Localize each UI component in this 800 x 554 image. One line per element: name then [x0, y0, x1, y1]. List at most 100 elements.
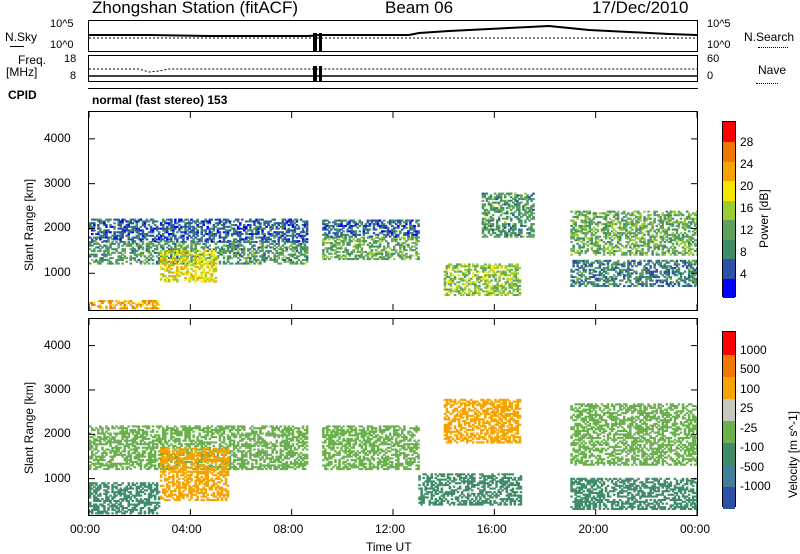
heat-cell	[182, 258, 185, 261]
heat-cell	[212, 255, 216, 258]
heat-cell	[196, 278, 199, 281]
heat-cell	[619, 237, 622, 240]
heat-cell	[481, 230, 485, 233]
heat-cell	[151, 255, 155, 258]
heat-cell	[675, 235, 679, 238]
heat-cell	[350, 232, 353, 235]
heat-cell	[107, 238, 110, 241]
heat-cell	[210, 275, 214, 278]
heat-cell	[135, 220, 139, 223]
heat-cell	[155, 225, 159, 228]
heat-cell	[101, 459, 104, 462]
heat-cell	[129, 443, 132, 446]
heat-cell	[614, 217, 618, 220]
heat-cell	[655, 279, 658, 282]
heat-cell	[498, 270, 501, 273]
heat-cell	[283, 233, 287, 236]
heat-cell	[495, 228, 499, 231]
heat-cell	[604, 212, 608, 215]
heat-cell	[210, 260, 214, 263]
heat-cell	[602, 250, 606, 253]
heat-cell	[159, 234, 163, 237]
heat-cell	[584, 219, 587, 222]
heat-cell	[103, 437, 106, 440]
heat-cell	[372, 232, 376, 235]
heat-cell	[117, 439, 120, 442]
heat-cell	[669, 281, 673, 284]
heat-cell	[196, 241, 199, 244]
heat-cell	[253, 227, 256, 230]
heat-cell	[516, 272, 520, 275]
heat-cell	[295, 250, 299, 253]
heat-cell	[299, 244, 303, 247]
heat-cell	[259, 222, 262, 225]
heat-cell	[295, 257, 299, 260]
heat-cell	[673, 246, 677, 249]
heat-cell	[679, 272, 683, 275]
heat-cell	[694, 214, 697, 217]
heat-cell	[570, 232, 573, 235]
heat-cell	[301, 262, 305, 265]
heat-cell	[594, 284, 598, 287]
heat-cell	[216, 257, 220, 260]
heat-cell	[504, 274, 507, 277]
heat-cell	[322, 243, 325, 246]
heat-cell	[109, 443, 112, 446]
heat-cell	[514, 228, 517, 231]
heat-cell	[413, 245, 416, 248]
heat-cell	[234, 218, 238, 221]
heat-cell	[93, 250, 96, 253]
heat-cell	[368, 241, 372, 244]
heat-cell	[89, 443, 92, 446]
heat-cell	[415, 241, 418, 244]
heat-cell	[151, 220, 155, 223]
heat-cell	[184, 253, 187, 256]
heat-cell	[606, 235, 610, 238]
heat-cell	[125, 444, 128, 447]
heat-cell	[602, 284, 606, 287]
heat-cell	[667, 217, 671, 220]
heat-cell	[208, 229, 212, 232]
heat-cell	[526, 210, 529, 213]
heat-cell	[151, 240, 155, 243]
heat-cell	[115, 439, 118, 442]
heat-cell	[125, 220, 128, 223]
heat-cell	[350, 250, 353, 253]
heat-cell	[480, 267, 483, 270]
heat-cell	[91, 229, 94, 232]
heat-cell	[93, 253, 96, 256]
heat-cell	[188, 262, 191, 265]
velocity-region	[89, 425, 309, 471]
heat-cell	[117, 218, 120, 221]
heat-cell	[612, 253, 616, 256]
heat-cell	[153, 305, 157, 308]
heat-cell	[249, 236, 252, 239]
heat-cell	[198, 275, 201, 278]
heat-cell	[91, 457, 94, 460]
heat-cell	[608, 279, 612, 282]
heat-cell	[232, 242, 236, 245]
heat-cell	[119, 234, 122, 237]
heat-cell	[659, 263, 662, 266]
heat-cell	[675, 281, 679, 284]
heat-cell	[600, 277, 604, 280]
heat-cell	[263, 257, 266, 260]
heat-cell	[283, 236, 287, 239]
heat-cell	[461, 288, 465, 291]
power-region	[89, 300, 161, 310]
heat-cell	[293, 248, 297, 251]
heat-cell	[691, 219, 695, 222]
heat-cell	[303, 220, 307, 223]
heat-cell	[651, 235, 654, 238]
heat-cell	[694, 270, 697, 273]
heat-cell	[606, 277, 610, 280]
heat-cell	[647, 233, 650, 236]
heat-cell	[164, 257, 167, 260]
heat-cell	[633, 261, 636, 264]
heat-cell	[224, 233, 228, 236]
heat-cell	[143, 255, 147, 258]
heat-cell	[401, 219, 404, 222]
heat-cell	[572, 284, 575, 287]
heat-cell	[206, 238, 209, 241]
heat-cell	[212, 257, 216, 260]
